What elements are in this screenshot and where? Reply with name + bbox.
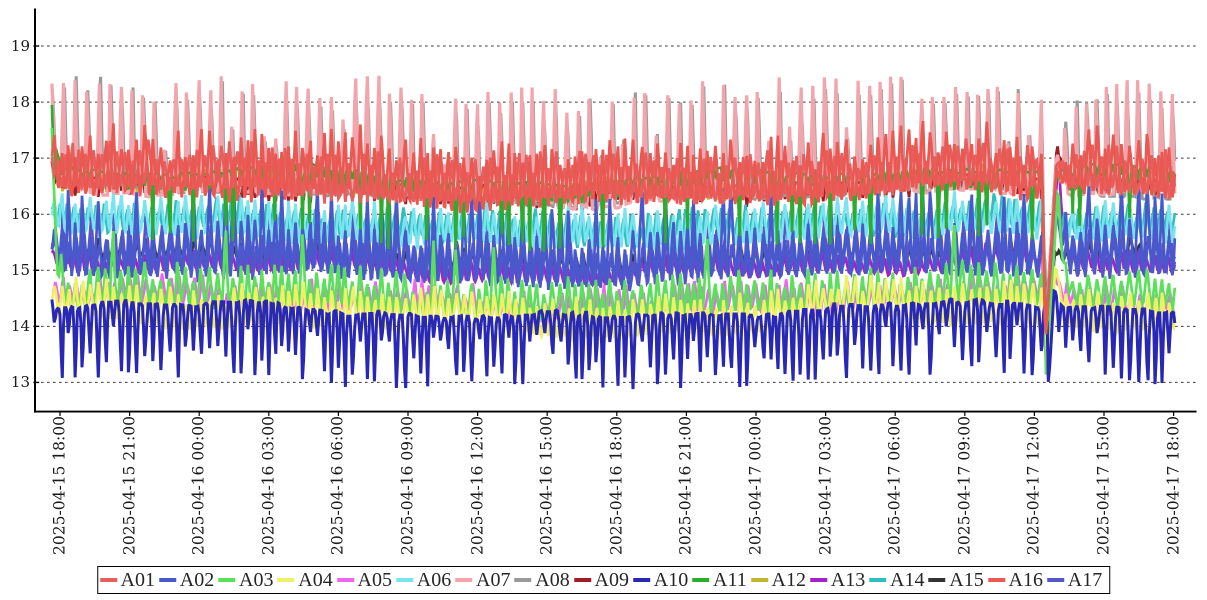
- x-tick-label: 2025-04-16 18:00: [607, 416, 626, 555]
- legend-entry: A01: [99, 567, 159, 593]
- y-tick-label: 18: [10, 93, 30, 112]
- legend-label: A17: [1067, 568, 1103, 591]
- legend-entry: A15: [928, 567, 988, 593]
- x-tick-label: 2025-04-17 03:00: [816, 416, 835, 555]
- legend-swatch-a15: [928, 577, 946, 582]
- legend-swatch-a01: [99, 577, 117, 582]
- legend-label: A02: [179, 568, 215, 591]
- legend-entry: A17: [1047, 567, 1106, 593]
- legend-label: A07: [476, 568, 511, 591]
- legend-entry: A04: [277, 567, 337, 593]
- legend-swatch-a10: [633, 577, 650, 582]
- x-tick-label: 2025-04-17 12:00: [1024, 416, 1043, 555]
- y-tick-label: 15: [10, 261, 30, 280]
- legend-entry: A10: [633, 567, 692, 593]
- x-tick-label: 2025-04-16 00:00: [189, 416, 208, 555]
- series-line-a16: [50, 120, 1177, 335]
- y-tick-label: 13: [10, 373, 30, 392]
- x-tick-label: 2025-04-17 00:00: [746, 416, 765, 555]
- legend-entry: A08: [514, 567, 574, 593]
- x-tick-label: 2025-04-17 06:00: [885, 416, 904, 555]
- legend-label: A04: [298, 568, 333, 591]
- y-tick-label: 17: [10, 149, 30, 168]
- legend-entry: A02: [159, 567, 218, 593]
- legend-swatch-a08: [514, 577, 532, 582]
- legend-swatch-a04: [277, 577, 295, 582]
- legend-label: A13: [830, 568, 866, 591]
- legend-entry: A07: [455, 567, 514, 593]
- legend-swatch-a13: [810, 577, 827, 582]
- legend-label: A16: [1008, 568, 1043, 591]
- legend-label: A01: [120, 568, 155, 591]
- legend-entry: A11: [692, 567, 751, 593]
- legend-swatch-a14: [869, 577, 887, 582]
- x-tick-label: 2025-04-15 18:00: [50, 416, 69, 555]
- x-tick-label: 2025-04-16 15:00: [537, 416, 556, 555]
- legend-label: A14: [890, 568, 925, 591]
- legend-label: A10: [653, 568, 689, 591]
- legend-swatch-a09: [573, 577, 591, 582]
- series-line-a10: [50, 288, 1177, 390]
- y-tick-label: 16: [10, 205, 30, 224]
- legend-label: A15: [949, 568, 984, 591]
- series-line-a02: [50, 181, 1177, 357]
- legend-swatch-a11: [692, 577, 710, 582]
- legend: A01 A02 A03 A04 A05 A06 A07 A08 A09 A10 A11 A12 A13 A…: [96, 565, 1111, 594]
- legend-swatch-a16: [987, 577, 1005, 582]
- y-tick-label: 19: [10, 37, 30, 55]
- legend-entry: A12: [750, 567, 810, 593]
- legend-swatch-a17: [1047, 577, 1064, 582]
- x-tick-label: 2025-04-15 21:00: [120, 416, 139, 555]
- legend-label: A05: [357, 568, 392, 591]
- x-tick-label: 2025-04-16 03:00: [259, 416, 278, 555]
- x-tick-label: 2025-04-16 09:00: [398, 416, 417, 555]
- x-tick-label: 2025-04-16 21:00: [676, 416, 695, 555]
- legend-label: A06: [416, 568, 452, 591]
- legend-label: A11: [713, 568, 747, 591]
- legend-entry: A06: [396, 567, 455, 593]
- legend-label: A08: [535, 568, 570, 591]
- x-tick-label: 2025-04-17 15:00: [1094, 416, 1113, 555]
- legend-swatch-a06: [396, 577, 413, 582]
- legend-swatch-a12: [750, 577, 768, 582]
- x-tick-label: 2025-04-16 12:00: [468, 416, 487, 555]
- y-tick-label: 14: [10, 317, 30, 336]
- legend-swatch-a02: [159, 577, 176, 582]
- x-tick-label: 2025-04-17 18:00: [1164, 416, 1183, 555]
- legend-swatch-a07: [455, 577, 473, 582]
- legend-entry: A14: [869, 567, 928, 593]
- legend-entry: A05: [336, 567, 396, 593]
- legend-swatch-a05: [336, 577, 354, 582]
- legend-swatch-a03: [218, 577, 236, 582]
- legend-entry: A03: [218, 567, 277, 593]
- legend-label: A12: [771, 568, 806, 591]
- legend-entry: A09: [573, 567, 633, 593]
- legend-label: A03: [239, 568, 274, 591]
- x-tick-label: 2025-04-17 09:00: [955, 416, 974, 555]
- x-tick-label: 2025-04-16 06:00: [328, 416, 347, 555]
- legend-entry: A16: [987, 567, 1047, 593]
- legend-entry: A13: [810, 567, 869, 593]
- legend-label: A09: [594, 568, 629, 591]
